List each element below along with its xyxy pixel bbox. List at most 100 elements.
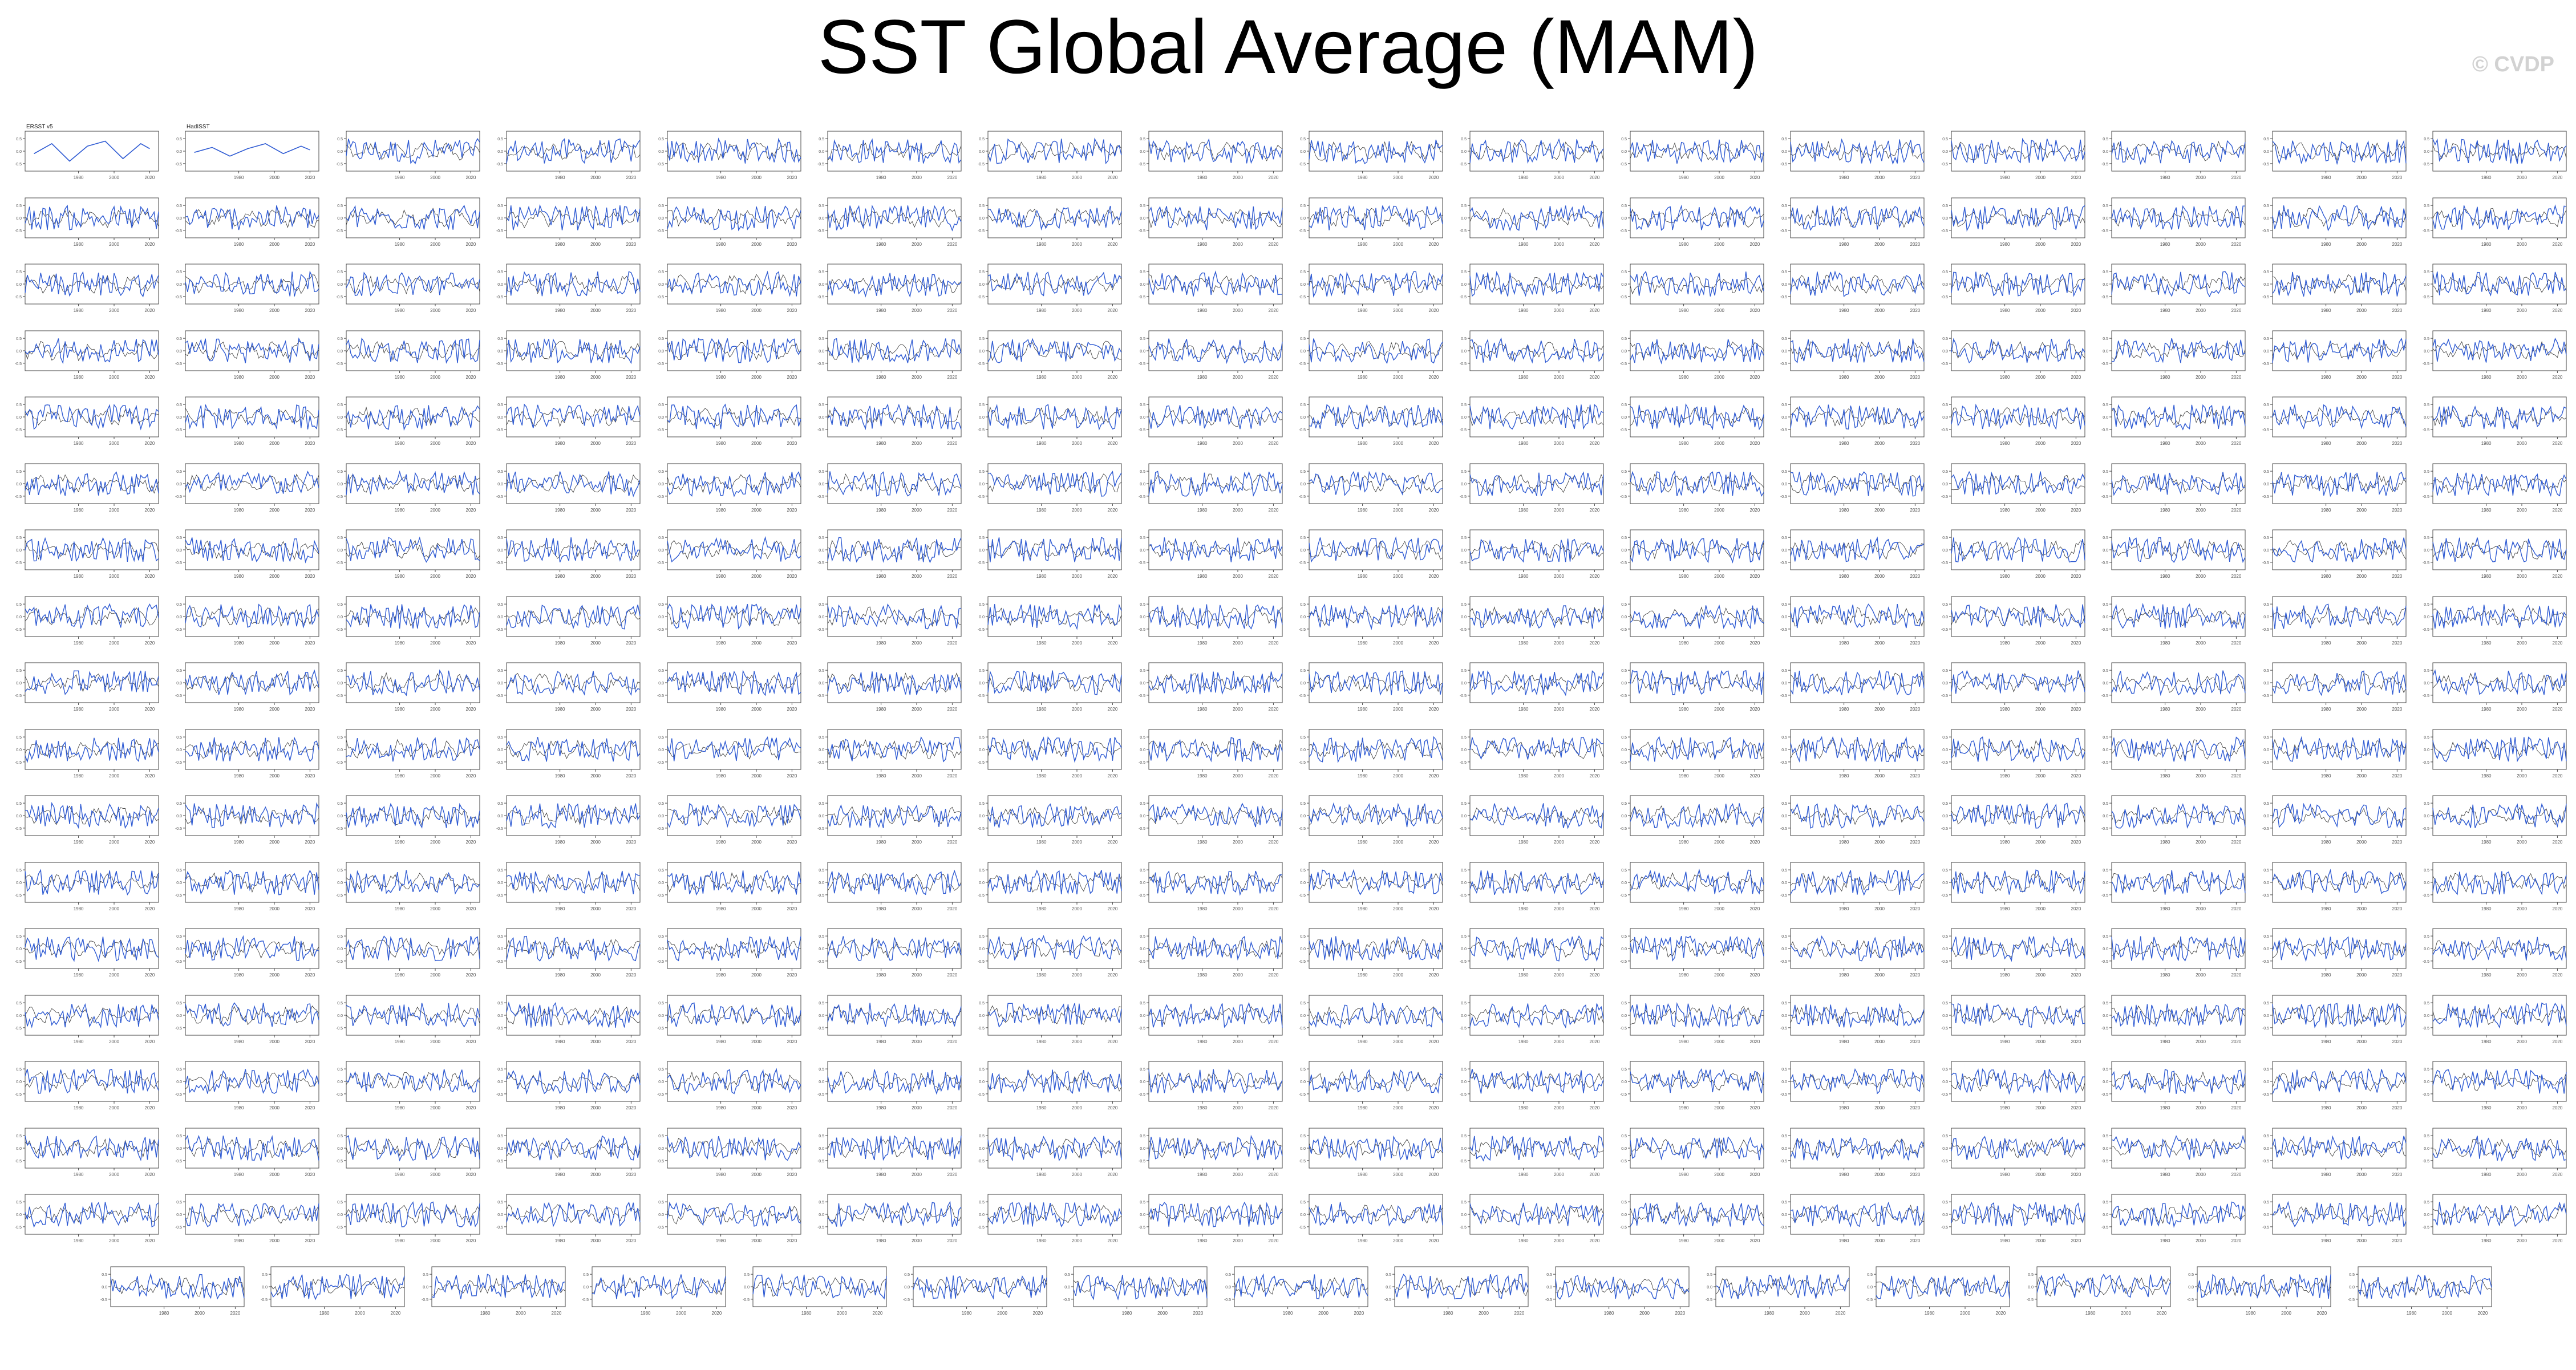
- y-tick-label: 0.5: [2263, 337, 2269, 341]
- model-line: [346, 1201, 480, 1227]
- reference-line: [2272, 274, 2406, 294]
- sst-panel: 1980 2000 2020 0.5 0.0 -0.5: [1771, 984, 1929, 1047]
- x-tick-label: 2000: [751, 707, 762, 712]
- sst-panel: 1980 2000 2020 0.5 0.0 -0.5: [6, 718, 163, 781]
- sst-panel: 1980 2000 2020 0.5 0.0 -0.5: [2253, 1117, 2411, 1180]
- y-tick-label: -0.5: [657, 163, 664, 167]
- y-tick-label: 0.5: [658, 869, 664, 873]
- x-tick-label: 2000: [1072, 508, 1082, 513]
- sst-panel: 1980 2000 2020 0.5 0.0 -0.5: [808, 585, 966, 648]
- y-tick-label: 0.5: [658, 1002, 664, 1006]
- y-tick-label: 0.0: [102, 1286, 107, 1290]
- sst-panel: 1980 2000 2020 0.5 0.0 -0.5: [1451, 984, 1608, 1047]
- y-tick-label: 0.5: [177, 736, 183, 740]
- y-tick-label: 0.5: [2263, 536, 2269, 540]
- x-tick-label: 2000: [1714, 1238, 1724, 1243]
- y-tick-label: 0.0: [337, 1147, 343, 1151]
- reference-line: [2432, 740, 2567, 759]
- panel-frame: [987, 729, 1122, 769]
- x-tick-label: 2020: [1108, 242, 1118, 247]
- x-tick-label: 1980: [1839, 840, 1849, 845]
- y-tick-label: -0.5: [978, 495, 985, 498]
- y-tick-label: 0.5: [177, 337, 183, 341]
- y-tick-label: 0.5: [1461, 935, 1467, 939]
- x-tick-label: 2000: [430, 641, 440, 646]
- panel-frame: [667, 463, 801, 504]
- y-tick-label: 0.5: [177, 270, 183, 274]
- y-tick-label: -0.5: [15, 1159, 22, 1163]
- panel-frame: [2432, 795, 2567, 836]
- y-tick-label: -0.5: [1139, 428, 1145, 432]
- model-line: [666, 536, 801, 563]
- y-tick-label: 0.5: [583, 1273, 589, 1277]
- y-tick-label: 0.5: [1621, 403, 1627, 407]
- y-tick-label: 0.0: [1300, 1147, 1306, 1151]
- y-tick-label: 0.5: [819, 137, 824, 141]
- model-line: [506, 338, 641, 364]
- y-tick-label: 0.5: [1300, 1201, 1306, 1205]
- panel-frame: [506, 729, 641, 769]
- y-tick-label: -0.5: [15, 362, 22, 366]
- sst-panel: 1980 2000 2020 0.5 0.0 -0.5: [6, 784, 163, 847]
- model-line: [2432, 1069, 2567, 1094]
- reference-line: [667, 407, 801, 427]
- model-line: [827, 338, 962, 363]
- y-tick-label: 0.0: [497, 283, 503, 287]
- panel-frame: [1309, 1128, 1443, 1168]
- x-tick-label: 2020: [2392, 308, 2402, 313]
- y-tick-label: 0.5: [2103, 1134, 2108, 1138]
- y-tick-label: 0.0: [337, 881, 343, 885]
- y-tick-label: 0.5: [2103, 337, 2108, 341]
- model-line: [185, 669, 320, 696]
- y-tick-label: 0.0: [177, 1080, 183, 1084]
- x-tick-label: 2020: [305, 840, 315, 845]
- x-tick-label: 1980: [1999, 375, 2010, 380]
- model-line: [987, 935, 1122, 960]
- reference-line: [988, 540, 1122, 558]
- x-tick-label: 1980: [801, 1311, 811, 1316]
- sst-panel: 1980 2000 2020 0.5 0.0 -0.5: [648, 319, 805, 382]
- x-tick-label: 2020: [787, 308, 797, 313]
- y-tick-label: 0.0: [819, 283, 824, 287]
- y-tick-label: -0.5: [1299, 893, 1306, 897]
- x-tick-label: 2020: [2231, 308, 2242, 313]
- y-tick-label: -0.5: [1780, 1159, 1787, 1163]
- y-tick-label: -0.5: [1941, 229, 1948, 233]
- y-tick-label: 0.0: [497, 682, 503, 686]
- panel-frame: [346, 330, 480, 371]
- x-tick-label: 2020: [626, 1172, 637, 1177]
- y-tick-label: 0.5: [1461, 270, 1467, 274]
- y-tick-label: 0.0: [337, 1213, 343, 1217]
- x-tick-label: 2000: [1874, 1105, 1885, 1110]
- model-line: [987, 603, 1123, 630]
- y-tick-label: -0.5: [1299, 163, 1306, 167]
- x-tick-label: 1980: [394, 707, 404, 712]
- x-tick-label: 1980: [1518, 906, 1528, 911]
- panel-label: ERSST v5: [26, 124, 53, 130]
- sst-panel: 1980 2000 2020 0.5 0.0 -0.5: [1771, 851, 1929, 914]
- x-tick-label: 2000: [751, 242, 762, 247]
- y-tick-label: -0.5: [657, 428, 664, 432]
- y-tick-label: -0.5: [1941, 694, 1948, 698]
- y-tick-label: 0.5: [2263, 137, 2269, 141]
- x-tick-label: 1980: [2320, 508, 2331, 513]
- x-tick-label: 2000: [269, 773, 280, 779]
- reference-line: [988, 1138, 1122, 1158]
- model-line: [1630, 670, 1764, 695]
- x-tick-label: 1980: [2481, 308, 2492, 313]
- x-tick-label: 2020: [2071, 972, 2081, 978]
- x-tick-label: 2020: [1108, 1105, 1118, 1110]
- y-tick-label: 0.0: [1621, 682, 1627, 686]
